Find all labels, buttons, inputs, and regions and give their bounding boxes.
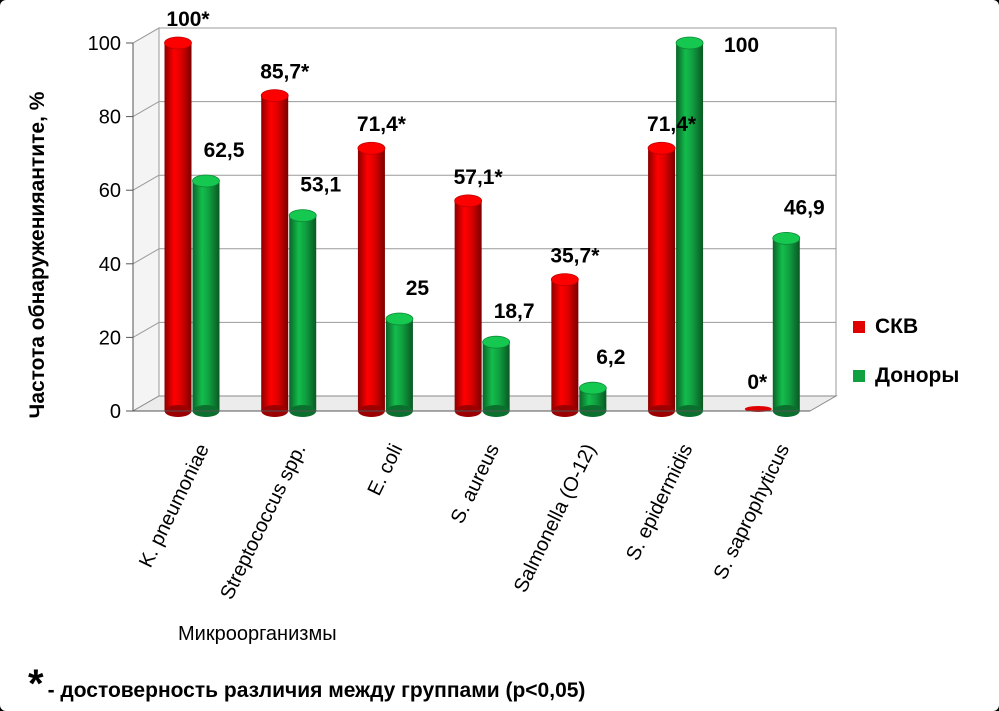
y-tick-label: 80 xyxy=(99,107,121,129)
y-tick-label: 20 xyxy=(99,327,121,349)
y-axis: 0 20 40 60 80 100 xyxy=(88,33,134,423)
y-tick-label: 0 xyxy=(110,401,121,423)
gridline-diagonal xyxy=(132,27,160,44)
gridline-diagonal xyxy=(132,174,160,191)
x-tick-label: Streptococcus spp. xyxy=(216,441,310,604)
bar xyxy=(482,335,511,417)
data-label: 6,2 xyxy=(596,346,625,369)
footnote-text: - достоверность различия между группами … xyxy=(47,679,586,702)
bar xyxy=(550,273,579,417)
bar-chart: 0 20 40 60 80 100 100* 62,5 85,7* 53,1 71,4* 25 57,… xyxy=(26,8,959,645)
x-axis-label: Микроорганизмы xyxy=(178,623,337,645)
bar xyxy=(454,194,483,417)
data-label: 46,9 xyxy=(784,196,825,219)
bar xyxy=(164,36,192,417)
x-tick-label: Salmonella (O-12) xyxy=(510,441,601,597)
data-label: 71,4* xyxy=(357,113,407,136)
bar xyxy=(192,174,220,417)
x-tick-label: S. saprophyticus xyxy=(710,441,795,584)
y-tick-label: 60 xyxy=(99,180,121,202)
legend-label: СКВ xyxy=(875,315,918,338)
bar xyxy=(578,381,607,417)
bar xyxy=(772,232,801,417)
data-label: 35,7* xyxy=(550,245,600,268)
legend-swatch xyxy=(853,370,865,382)
bar xyxy=(260,89,289,417)
data-label: 25 xyxy=(406,277,430,300)
data-label: 100* xyxy=(166,8,210,31)
bars xyxy=(164,36,801,417)
footnote: * - достоверность различия между группам… xyxy=(28,664,585,704)
footnote-asterisk: * xyxy=(28,662,44,706)
gridline-diagonal xyxy=(132,248,160,265)
x-tick-label: K. pneumoniae xyxy=(135,441,214,572)
legend: СКВ Доноры xyxy=(853,315,959,387)
legend-label: Доноры xyxy=(875,364,959,387)
data-label: 53,1 xyxy=(300,174,341,197)
gridline-diagonal xyxy=(132,101,160,118)
data-label: 100 xyxy=(724,34,759,57)
gridline-diagonal xyxy=(132,321,160,338)
bar xyxy=(385,312,414,417)
x-tick-label: S. aureus xyxy=(447,441,504,528)
bar xyxy=(288,209,317,417)
data-label: 0* xyxy=(747,371,768,394)
y-tick-label: 40 xyxy=(99,254,121,276)
x-axis: K. pneumoniae Streptococcus spp. E. coli S.… xyxy=(133,410,810,604)
side-wall xyxy=(132,27,160,412)
x-tick-label: S. epidermidis xyxy=(622,441,697,565)
data-label: 62,5 xyxy=(204,139,245,162)
data-labels: 100* 62,5 85,7* 53,1 71,4* 25 57,1* 18,7 35,7* 6,… xyxy=(166,8,824,394)
x-tick-label: E. coli xyxy=(364,441,408,500)
bar xyxy=(647,141,676,417)
data-label: 71,4* xyxy=(647,113,697,136)
y-tick-label: 100 xyxy=(88,33,121,55)
data-label: 85,7* xyxy=(260,61,310,84)
data-label: 57,1* xyxy=(454,166,504,189)
bar xyxy=(675,36,704,417)
data-label: 18,7 xyxy=(494,300,535,323)
bar xyxy=(357,141,386,417)
legend-swatch xyxy=(853,321,865,333)
y-axis-label: Частота обнаруженияантите, % xyxy=(26,91,49,418)
